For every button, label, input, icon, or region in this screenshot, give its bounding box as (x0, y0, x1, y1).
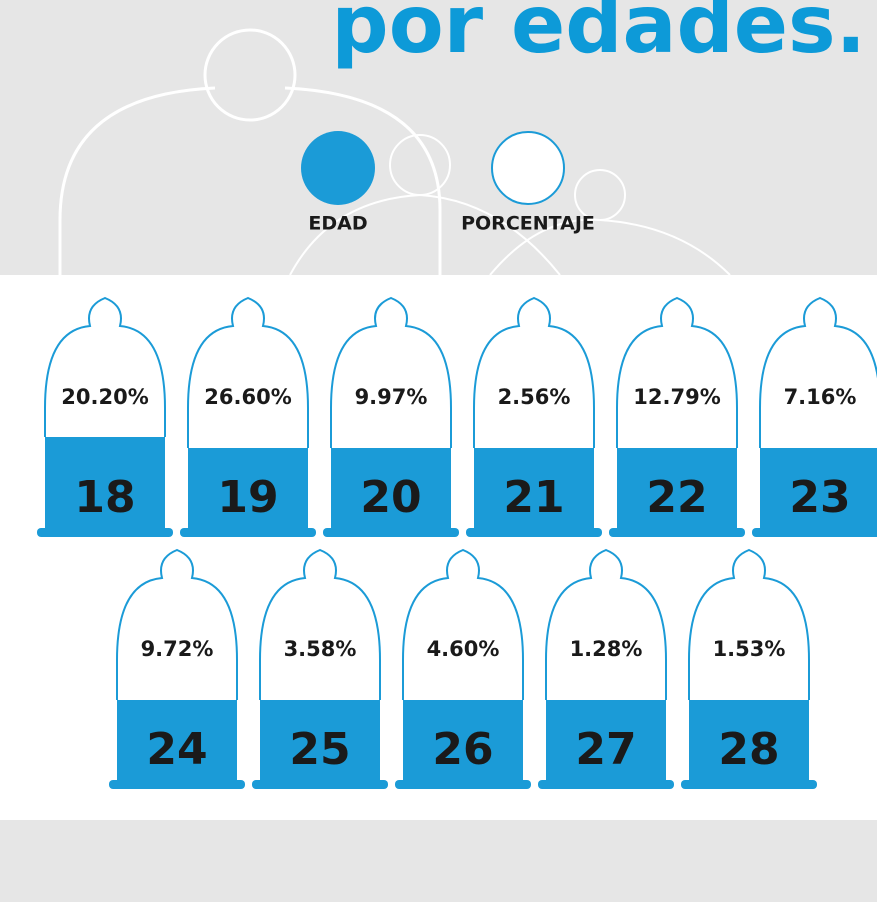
age: 20 (360, 472, 421, 523)
percentage: 1.53% (713, 637, 786, 661)
fill-level (474, 448, 594, 530)
condom-outline (44, 296, 166, 437)
legend-swatch-edad (301, 131, 375, 205)
age: 25 (289, 724, 350, 775)
age: 22 (646, 472, 707, 523)
condom-outline (330, 296, 452, 448)
condom-base (109, 780, 245, 789)
percentage: 20.20% (61, 385, 148, 409)
condom-outline (545, 548, 667, 700)
percentage: 4.60% (427, 637, 500, 661)
condom-base (180, 528, 316, 537)
fill-level (546, 700, 666, 782)
percentage: 1.28% (570, 637, 643, 661)
condom-base (609, 528, 745, 537)
age: 18 (74, 472, 135, 523)
age: 19 (217, 472, 278, 523)
fill-level (689, 700, 809, 782)
age: 27 (575, 724, 636, 775)
percentage: 7.16% (784, 385, 857, 409)
age: 24 (146, 724, 207, 775)
condom-base (466, 528, 602, 537)
legend-label: PORCENTAJE (461, 213, 595, 235)
fill-level (617, 448, 737, 530)
condom-outline (688, 548, 810, 700)
condom-outline (187, 296, 309, 448)
percentage: 3.58% (284, 637, 357, 661)
condom-outline (473, 296, 595, 448)
bottom-band (0, 820, 877, 902)
age: 23 (789, 472, 850, 523)
legend-label: EDAD (308, 213, 367, 235)
age: 26 (432, 724, 493, 775)
condom-base (395, 780, 531, 789)
condom-base (681, 780, 817, 789)
condom-outline (116, 548, 238, 700)
background-decor (58, 28, 731, 275)
percentage: 9.72% (141, 637, 214, 661)
fill-level (117, 700, 237, 782)
condom-base (252, 780, 388, 789)
condom-outline (759, 296, 877, 448)
condom-base (323, 528, 459, 537)
percentage: 2.56% (498, 385, 571, 409)
condom-outline (402, 548, 524, 700)
condom-base (752, 528, 877, 537)
percentage: 9.97% (355, 385, 428, 409)
percentage: 12.79% (633, 385, 720, 409)
fill-level (331, 448, 451, 530)
condom-base (538, 780, 674, 789)
fill-level (188, 448, 308, 530)
title: por edades. (331, 0, 866, 71)
condom-outline (616, 296, 738, 448)
fill-level (45, 437, 165, 530)
fill-level (760, 448, 877, 530)
condom-outline (259, 548, 381, 700)
age: 21 (503, 472, 564, 523)
legend-swatch-porcentaje (491, 131, 565, 205)
fill-level (403, 700, 523, 782)
percentage: 26.60% (204, 385, 291, 409)
condom-base (37, 528, 173, 537)
age: 28 (718, 724, 779, 775)
fill-level (260, 700, 380, 782)
